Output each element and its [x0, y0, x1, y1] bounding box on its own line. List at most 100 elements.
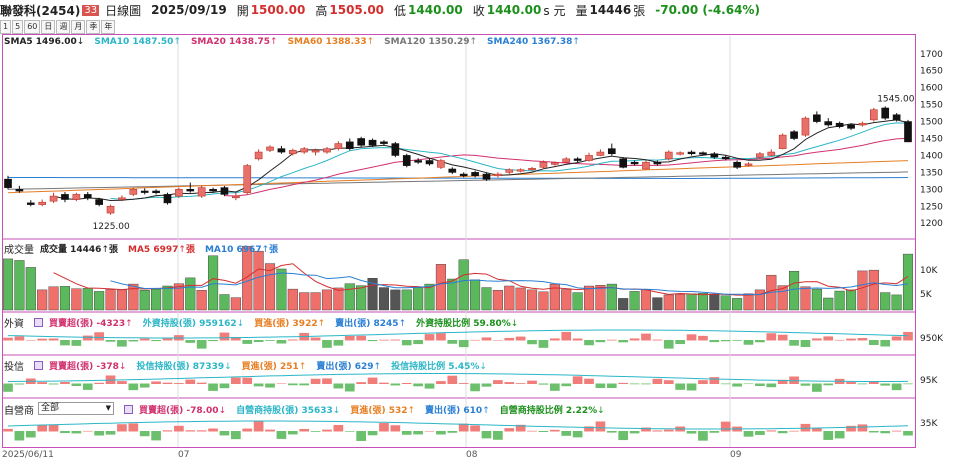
trust-bar [14, 383, 25, 385]
trust-bar [185, 379, 196, 384]
dealer-bar [800, 423, 811, 432]
settings-icon[interactable] [124, 405, 133, 414]
trust-bar [823, 383, 834, 386]
settings-icon[interactable] [34, 361, 43, 370]
price-tick: 1500 [920, 118, 943, 128]
dealer-bar [857, 424, 868, 432]
tab-week[interactable]: 週 [56, 20, 71, 34]
foreign-bar [857, 338, 868, 341]
tab-year[interactable]: 年 [101, 20, 116, 34]
foreign-holding-line [7, 329, 909, 339]
dealer-bar [891, 430, 902, 432]
candle-body [106, 205, 115, 214]
trust-bar [401, 382, 412, 384]
volume-bar [344, 283, 355, 311]
chart-frame [2, 34, 916, 448]
foreign-bar [470, 339, 480, 341]
tab-day[interactable]: 日 [41, 20, 56, 34]
trust-bar [584, 378, 594, 384]
trust-bar [470, 383, 480, 392]
candle-body [26, 202, 35, 205]
candle-body [220, 187, 229, 195]
volume-bar [504, 285, 515, 311]
volume-bar [754, 289, 765, 311]
trust-bar [663, 380, 674, 384]
tab-quarter[interactable]: 季 [86, 20, 101, 34]
legend-dealer-ratio: 自營商持股比例 2.22%↓ [499, 406, 605, 416]
legend-foreign-buy: 買進(張) 3922↑ [254, 319, 326, 329]
dealer-bar [823, 431, 834, 440]
trust-bar [880, 383, 891, 386]
volume-bar [618, 298, 629, 311]
volume-bar [321, 289, 333, 311]
foreign-bar [458, 340, 469, 348]
volume-bar [424, 283, 435, 311]
sma20-line [224, 137, 909, 197]
tab-1[interactable]: 1 [0, 20, 12, 34]
trust-bar [549, 383, 560, 391]
foreign-bar [732, 340, 742, 341]
foreign-bar [37, 338, 48, 341]
candle-body [699, 152, 707, 155]
trust-bar [857, 383, 868, 385]
foreign-bar [48, 338, 59, 341]
tab-60[interactable]: 60 [24, 20, 41, 34]
legend-dealer-buy: 買進(張) 532↑ [350, 406, 416, 416]
volume-bar [173, 283, 184, 311]
candle-body [619, 158, 628, 168]
volume-bar [777, 285, 788, 311]
volume-bar [675, 293, 686, 311]
dealer-select[interactable]: 全部 ▼ [38, 402, 114, 415]
dealer-bar [686, 431, 697, 434]
legend-sma60: SMA60 1388.33↑ [287, 37, 375, 47]
dealer-bar [868, 431, 879, 433]
x-tick-aug: 08 [466, 450, 478, 460]
foreign-bar [14, 336, 25, 341]
sma5-line [53, 119, 909, 202]
foreign-bar [276, 340, 287, 344]
legend-volume: 成交量 14446↑張 [40, 245, 119, 255]
candle-body [243, 165, 252, 194]
trust-bar [344, 383, 355, 392]
trust-bar [493, 380, 503, 384]
trust-bar [253, 383, 264, 387]
stock-name[interactable]: 聯發科(2454) [0, 3, 81, 18]
foreign-bar [846, 338, 856, 341]
trust-bar [720, 383, 731, 385]
candle-body [232, 195, 240, 199]
trust-bar [777, 379, 788, 384]
dealer-bar [82, 430, 93, 432]
volume-bar [629, 291, 640, 311]
trust-bar [618, 382, 629, 384]
candle-body [118, 197, 126, 200]
price-tick: 1300 [920, 185, 943, 195]
stock-badge: 33 [82, 4, 100, 16]
open-value: 1500.00 [250, 3, 306, 17]
dealer-bar [538, 431, 549, 432]
tab-month[interactable]: 月 [71, 20, 86, 34]
trust-bar [755, 383, 765, 387]
trust-bar [310, 378, 321, 384]
trust-holding-line [7, 373, 909, 382]
trust-bar [208, 383, 218, 391]
dealer-bar [720, 421, 731, 432]
foreign-bar [572, 338, 583, 341]
volume-bar [59, 286, 71, 311]
tab-5[interactable]: 5 [12, 20, 24, 34]
trust-bar [242, 377, 253, 384]
foreign-bar [344, 335, 355, 341]
volume-bar [242, 245, 253, 311]
trust-bar [481, 383, 492, 387]
dealer-bar [117, 424, 127, 432]
candle-body [311, 150, 320, 153]
foreign-bar [561, 331, 572, 341]
legend-sma10: SMA10 1487.50↑ [94, 37, 181, 47]
foreign-bar [60, 340, 70, 346]
legend-trust-ratio: 投信持股比例 5.45%↓ [391, 362, 487, 372]
trust-bar [903, 383, 913, 385]
settings-icon[interactable] [34, 318, 43, 327]
trust-bar [515, 383, 526, 384]
price-tick: 1400 [920, 151, 943, 161]
candle-body [163, 194, 172, 204]
